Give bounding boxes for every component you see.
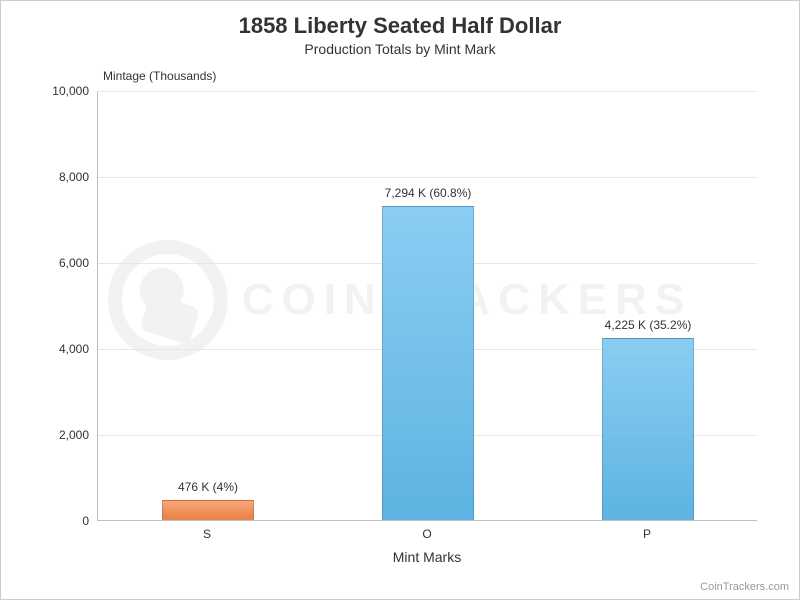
bar <box>602 338 694 520</box>
credit-text: CoinTrackers.com <box>700 581 789 593</box>
x-tick-label: S <box>203 527 211 541</box>
gridline <box>98 177 757 178</box>
plot-area: 476 K (4%) 7,294 K (60.8%) 4,225 K (35.2%) <box>97 91 757 521</box>
x-tick-label: O <box>422 527 431 541</box>
bar-value-label: 476 K (4%) <box>178 480 238 494</box>
chart-container: COINTRACKERS 1858 Liberty Seated Half Do… <box>0 0 800 600</box>
y-tick-label: 0 <box>1 514 89 528</box>
x-axis-title: Mint Marks <box>97 549 757 565</box>
bar <box>162 500 254 520</box>
y-tick-label: 2,000 <box>1 428 89 442</box>
x-tick-label: P <box>643 527 651 541</box>
y-axis-title: Mintage (Thousands) <box>103 69 216 83</box>
bar-value-label: 7,294 K (60.8%) <box>385 186 472 200</box>
y-tick-label: 8,000 <box>1 170 89 184</box>
gridline <box>98 91 757 92</box>
y-tick-label: 6,000 <box>1 256 89 270</box>
y-tick-label: 4,000 <box>1 342 89 356</box>
chart-title: 1858 Liberty Seated Half Dollar <box>1 1 799 39</box>
bar <box>382 206 474 520</box>
bar-value-label: 4,225 K (35.2%) <box>605 318 692 332</box>
y-tick-label: 10,000 <box>1 84 89 98</box>
chart-subtitle: Production Totals by Mint Mark <box>1 39 799 57</box>
